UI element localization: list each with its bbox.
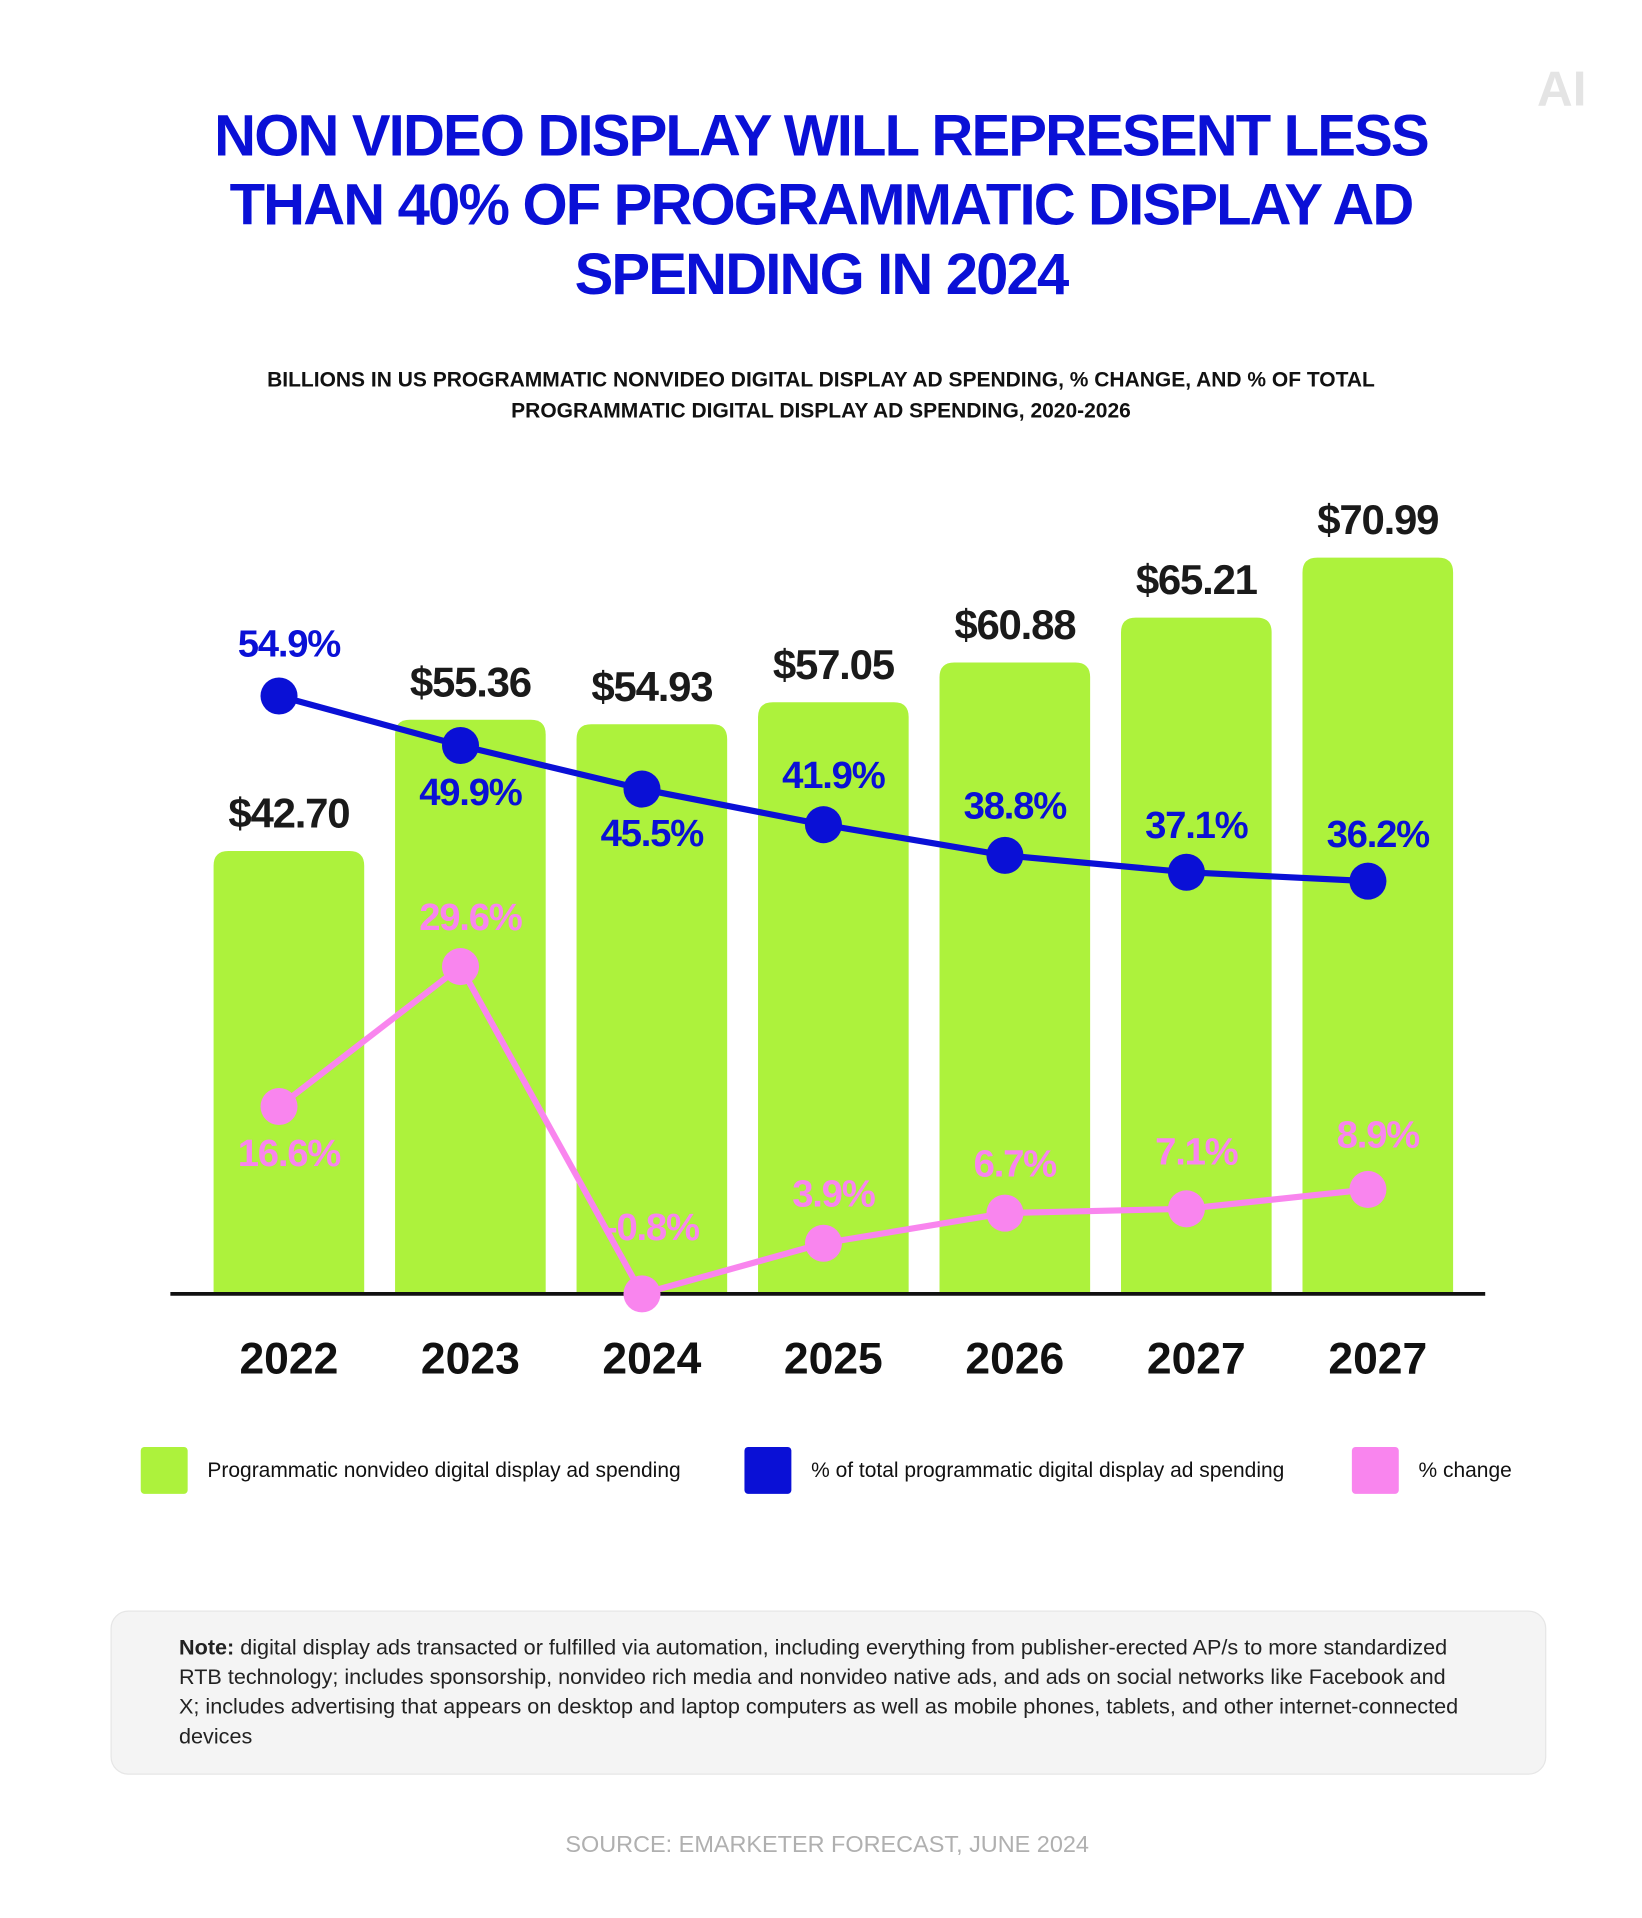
- point-label: 45.5%: [601, 812, 705, 855]
- point-label: 41.9%: [782, 754, 886, 797]
- note-box: [110, 1610, 1547, 1775]
- line-point: [623, 770, 661, 808]
- bar-label: $65.21: [1136, 556, 1258, 603]
- line-point: [1349, 1170, 1387, 1208]
- note-container: Note: digital display ads transacted or …: [179, 1632, 1463, 1751]
- legend: Programmatic nonvideo digital display ad…: [140, 1446, 1512, 1494]
- point-label: 38.8%: [964, 785, 1068, 828]
- point-label: 7.1%: [1155, 1131, 1238, 1174]
- legend-label: % change: [1419, 1459, 1512, 1482]
- chart-title: NON VIDEO DISPLAY WILL REPRESENT LESS TH…: [214, 102, 1430, 307]
- source: SOURCE: EMARKETER FORECAST, JUNE 2024: [565, 1831, 1089, 1857]
- line-point: [441, 948, 480, 986]
- bar: [576, 724, 728, 1294]
- bar-label: $42.70: [228, 790, 349, 837]
- chart-subtitle: BILLIONS IN US PROGRAMMATIC NONVIDEO DIG…: [267, 367, 1375, 423]
- line-point: [260, 1088, 298, 1126]
- point-label: 8.9%: [1337, 1114, 1420, 1157]
- note-text: digital display ads transacted or fulfil…: [179, 1634, 1459, 1749]
- legend-swatch: [744, 1446, 792, 1494]
- line-point: [804, 806, 842, 844]
- line-point: [1167, 853, 1205, 891]
- x-tick-label: 2026: [965, 1335, 1064, 1384]
- line-point: [260, 677, 298, 715]
- bar-label: $54.93: [591, 663, 712, 710]
- point-label: 36.2%: [1327, 813, 1431, 856]
- bar-label: $60.88: [954, 601, 1076, 648]
- line-point: [804, 1224, 842, 1262]
- line-point: [1349, 862, 1387, 900]
- x-tick-label: 2025: [784, 1335, 883, 1384]
- point-label: 16.6%: [238, 1132, 342, 1175]
- note-label: Note:: [179, 1634, 235, 1660]
- point-label: 37.1%: [1145, 804, 1249, 847]
- line-point: [1167, 1190, 1205, 1228]
- note: Note: digital display ads transacted or …: [179, 1632, 1463, 1751]
- plot: 2022 2023 2024 2025 2026 2027 2027 $42.70 $55.36…: [213, 496, 1454, 1384]
- subtitle-box: BILLIONS IN US PROGRAMMATIC NONVIDEO DIG…: [267, 367, 1375, 423]
- title-box: NON VIDEO DISPLAY WILL REPRESENT LESS TH…: [214, 102, 1430, 307]
- bar: [1121, 617, 1272, 1294]
- x-tick-label: 2027: [1147, 1335, 1246, 1384]
- legend-label: % of total programmatic digital display …: [811, 1459, 1284, 1482]
- x-tick-label: 2022: [239, 1335, 338, 1384]
- bar: [939, 662, 1091, 1294]
- point-label: 6.7%: [974, 1142, 1057, 1185]
- bar: [1302, 557, 1454, 1294]
- bar-label: $70.99: [1317, 496, 1438, 543]
- bar: [213, 851, 365, 1294]
- point-label: 29.6%: [419, 896, 523, 939]
- legend-label: Programmatic nonvideo digital display ad…: [207, 1459, 680, 1482]
- line-point: [441, 726, 480, 764]
- x-tick-label: 2027: [1328, 1335, 1427, 1384]
- lines: 54.9% 49.9% 45.5% 41.9% 38.8% 37.1% 36.2% 16.6%…: [238, 623, 1431, 1313]
- point-label: -0.8%: [605, 1206, 700, 1249]
- bar-label: $55.36: [410, 658, 531, 705]
- x-tick-label: 2023: [421, 1335, 520, 1384]
- logo: AI: [1537, 62, 1586, 117]
- x-tick-label: 2024: [602, 1335, 701, 1384]
- line-point: [623, 1275, 661, 1313]
- bar-label: $57.05: [773, 641, 895, 688]
- bar: [395, 719, 546, 1294]
- point-label: 49.9%: [419, 771, 523, 814]
- point-label: 3.9%: [792, 1172, 875, 1215]
- line-point: [986, 836, 1024, 874]
- legend-swatch: [140, 1446, 188, 1494]
- point-label: 54.9%: [238, 623, 342, 666]
- bar: [758, 702, 909, 1294]
- line-point: [986, 1194, 1024, 1232]
- legend-swatch: [1351, 1446, 1399, 1494]
